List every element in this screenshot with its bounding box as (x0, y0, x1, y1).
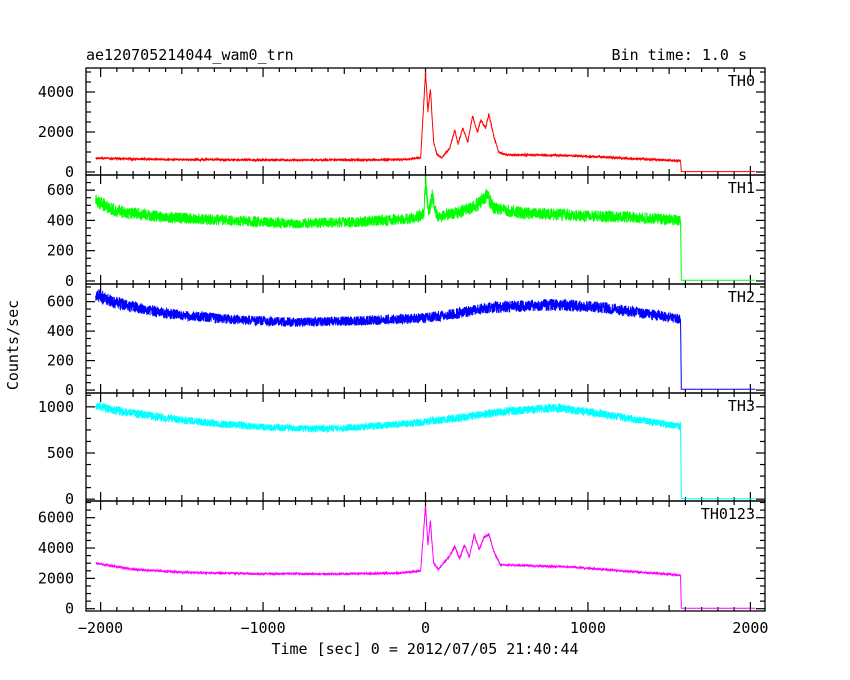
y-tick-label: 2000 (38, 123, 74, 141)
panel-th0123: 0 2000 4000 6000 TH0123 (38, 500, 766, 618)
x-axis-label: Time [sec] 0 = 2012/07/05 21:40:44 (271, 640, 578, 658)
panel-th3: 0 500 1000 TH3 (38, 392, 766, 508)
y-tick-label: 200 (47, 352, 74, 370)
y-tick-label: 2000 (38, 569, 74, 587)
y-tick-label: 0 (65, 272, 74, 290)
y-tick-label: 400 (47, 322, 74, 340)
x-tick-label: 1000 (570, 619, 606, 637)
x-tick-label: −1000 (240, 619, 285, 637)
chart-panels: 0 2000 4000 TH0 0 200 400 600 TH1 0 200 400 600 TH2 0 5… (38, 67, 768, 637)
panel-th1: 0 200 400 600 TH1 (47, 174, 766, 290)
series-line-th3 (95, 401, 756, 500)
x-tick-label: 2000 (732, 619, 768, 637)
y-tick-label: 0 (65, 600, 74, 618)
series-line-th1 (95, 175, 756, 281)
y-tick-label: 4000 (38, 83, 74, 101)
y-tick-label: 0 (65, 381, 74, 399)
series-label: TH3 (728, 397, 755, 415)
series-label: TH0 (728, 72, 755, 90)
series-line-th2 (95, 288, 756, 390)
y-tick-label: 6000 (38, 509, 74, 527)
series-label: TH0123 (701, 505, 755, 523)
y-tick-label: 0 (65, 490, 74, 508)
y-tick-label: 200 (47, 242, 74, 260)
panel-frame (85, 392, 766, 502)
series-line-th0 (95, 71, 756, 173)
y-tick-label: 1000 (38, 398, 74, 416)
x-tick-label: −2000 (78, 619, 123, 637)
panel-frame (85, 500, 766, 612)
y-tick-label: 400 (47, 211, 74, 229)
series-line-th0123 (95, 506, 756, 609)
y-tick-label: 4000 (38, 539, 74, 557)
chart-title: ae120705214044_wam0_trn (86, 46, 294, 64)
series-label: TH2 (728, 288, 755, 306)
bin-time-label: Bin time: 1.0 s (612, 46, 747, 64)
panel-th0: 0 2000 4000 TH0 (38, 67, 766, 181)
panel-th2: 0 200 400 600 TH2 (47, 283, 766, 399)
panel-frame (85, 283, 766, 394)
x-tick-label: 0 (421, 619, 430, 637)
y-tick-label: 500 (47, 444, 74, 462)
y-tick-label: 600 (47, 293, 74, 311)
y-axis-label: Counts/sec (4, 300, 22, 390)
series-label: TH1 (728, 179, 755, 197)
y-tick-label: 0 (65, 163, 74, 181)
y-tick-label: 600 (47, 181, 74, 199)
